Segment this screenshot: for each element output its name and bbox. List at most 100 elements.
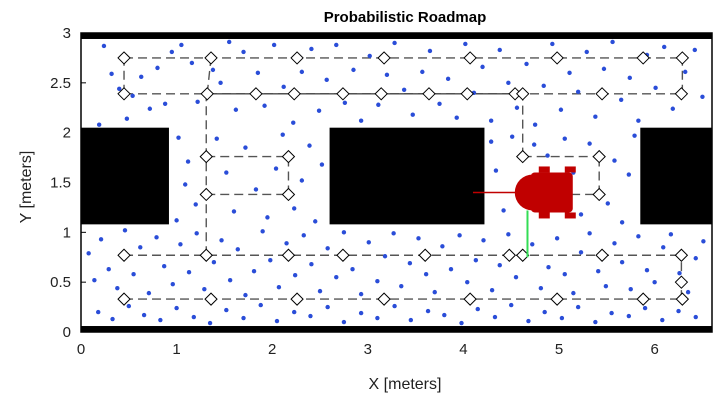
sample-point-203 [475, 306, 480, 312]
roadmap-node-0 [117, 51, 131, 65]
sample-point-66 [661, 44, 667, 50]
sample-point-128 [276, 284, 282, 290]
sample-point-61 [618, 97, 624, 102]
sample-point-117 [186, 270, 192, 275]
y-tick-label-0: 0 [63, 324, 71, 341]
sample-point-21 [271, 42, 277, 48]
x-tick-label-0: 0 [77, 341, 85, 358]
y-tick-label-4: 2 [63, 125, 71, 142]
sample-point-70 [700, 94, 705, 99]
sample-point-140 [375, 278, 380, 284]
sample-point-207 [542, 309, 547, 315]
sample-point-98 [587, 141, 592, 146]
axes [80, 32, 713, 333]
sample-point-159 [538, 285, 544, 291]
sample-point-4 [124, 116, 130, 121]
sample-point-162 [562, 271, 567, 277]
sample-point-67 [670, 106, 676, 111]
sample-point-146 [423, 271, 429, 277]
roadmap-node-40 [463, 292, 477, 306]
sample-point-19 [255, 70, 261, 76]
sample-point-56 [575, 89, 581, 95]
sample-point-172 [644, 268, 650, 273]
sample-point-12 [189, 60, 195, 66]
roadmap-node-23 [592, 149, 606, 164]
y-tick-label-3: 1.5 [50, 175, 71, 192]
sample-point-23 [291, 120, 296, 125]
sample-point-26 [316, 108, 322, 113]
sample-point-65 [653, 85, 658, 91]
sample-point-163 [571, 290, 576, 296]
sample-point-213 [642, 305, 648, 311]
sample-point-193 [308, 313, 313, 319]
sample-point-141 [382, 254, 388, 259]
sample-point-211 [609, 310, 614, 316]
roadmap-node-17 [515, 87, 530, 101]
sample-point-191 [274, 318, 280, 324]
sample-point-182 [126, 303, 132, 309]
sample-point-161 [554, 236, 560, 241]
robot-layer [472, 166, 576, 258]
sample-point-173 [652, 279, 657, 285]
x-tick-label-1: 1 [172, 341, 180, 358]
tick-labels: 0 1 2 3 4 5 6 0 0.5 1 1.5 2 2.5 3 [50, 25, 659, 358]
sample-point-194 [325, 304, 330, 310]
sample-point-3 [117, 86, 122, 92]
y-tick-label-1: 0.5 [50, 274, 71, 291]
sample-point-68 [683, 69, 688, 75]
sample-point-69 [692, 47, 697, 53]
sample-point-175 [668, 232, 674, 237]
sample-point-34 [384, 72, 390, 78]
roadmap-node-6 [636, 51, 650, 65]
sample-point-28 [334, 42, 339, 48]
sample-point-30 [351, 67, 356, 73]
sample-point-90 [493, 168, 499, 173]
sample-point-113 [154, 235, 159, 240]
sample-point-97 [578, 212, 584, 217]
sample-point-190 [258, 302, 263, 308]
sample-point-139 [366, 240, 371, 245]
y-tick-label-5: 2.5 [50, 75, 71, 92]
sample-point-169 [619, 260, 625, 265]
sample-point-79 [243, 145, 248, 150]
sample-point-123 [235, 247, 240, 252]
sample-point-147 [432, 289, 437, 295]
obstacle-layer [81, 33, 712, 332]
sample-point-75 [183, 182, 188, 187]
obstacle-0 [81, 127, 169, 225]
sample-point-0 [96, 122, 102, 127]
sample-points [86, 39, 706, 326]
roadmap-node-29 [281, 248, 296, 262]
sample-point-5 [130, 93, 135, 98]
roadmap-node-31 [418, 248, 432, 262]
roadmap-node-14 [422, 87, 436, 101]
sample-point-114 [161, 264, 167, 269]
sample-point-48 [506, 80, 511, 86]
robot-wheel-1 [564, 166, 576, 173]
sample-point-32 [367, 53, 372, 59]
sample-point-212 [626, 313, 632, 319]
sample-point-24 [299, 69, 305, 75]
sample-point-22 [281, 84, 286, 90]
sample-point-47 [497, 47, 502, 53]
sample-point-31 [358, 118, 364, 123]
sample-point-38 [420, 69, 425, 75]
roadmap-node-10 [249, 87, 263, 101]
sample-point-165 [587, 231, 592, 236]
sample-point-25 [309, 46, 314, 52]
robot-wheel-3 [564, 212, 576, 219]
sample-point-198 [392, 303, 397, 309]
roadmap-node-15 [460, 87, 474, 101]
sample-point-153 [481, 238, 486, 243]
sample-point-116 [178, 242, 183, 247]
border-top [81, 33, 712, 39]
sample-point-52 [541, 83, 546, 89]
sample-point-37 [410, 112, 415, 117]
roadmap-node-44 [674, 275, 689, 289]
roadmap-node-13 [374, 87, 388, 101]
sample-point-51 [532, 122, 538, 127]
sample-point-195 [341, 319, 347, 325]
robot-wheel-0 [538, 166, 550, 173]
sample-point-178 [693, 256, 698, 261]
